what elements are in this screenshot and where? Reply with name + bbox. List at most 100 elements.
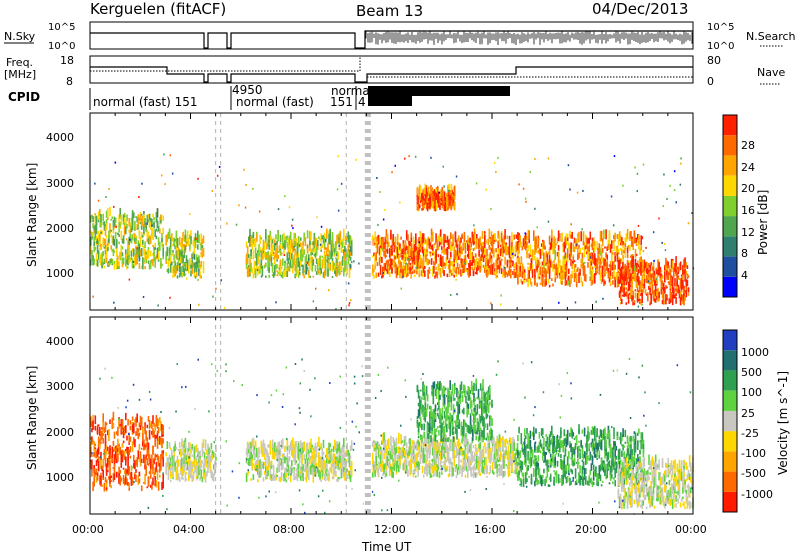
power-echo-strip xyxy=(587,262,589,268)
power-echo-strip xyxy=(387,234,389,243)
velocity-echo-strip xyxy=(158,427,160,433)
echo-speckle xyxy=(653,260,655,262)
power-echo-strip xyxy=(632,256,634,266)
power-echo-strip xyxy=(632,291,634,296)
echo-speckle xyxy=(662,205,664,207)
power-echo-strip xyxy=(675,256,677,266)
power-echo-strip xyxy=(552,284,554,287)
power-echo-strip xyxy=(102,251,104,256)
echo-speckle xyxy=(645,247,647,249)
power-echo-strip xyxy=(97,260,99,265)
echo-speckle xyxy=(476,182,478,184)
velocity-echo-strip xyxy=(107,467,109,470)
velocity-echo-strip xyxy=(255,441,257,448)
power-echo-strip xyxy=(638,277,640,285)
velocity-echo-strip xyxy=(127,419,129,425)
power-echo-strip xyxy=(478,250,480,257)
echo-speckle xyxy=(212,296,214,298)
velocity-echo-strip xyxy=(130,446,132,452)
gap-hatch xyxy=(365,193,371,197)
power-echo-strip xyxy=(93,259,95,263)
power-echo-strip xyxy=(277,255,279,259)
velocity-echo-strip xyxy=(92,415,94,421)
power-echo-strip xyxy=(162,244,164,248)
velocity-echo-strip xyxy=(123,441,125,444)
power-echo-strip xyxy=(118,234,120,237)
velocity-echo-strip xyxy=(172,477,174,479)
velocity-echo-strip xyxy=(160,465,162,471)
echo-speckle xyxy=(348,282,350,284)
power-echo-strip xyxy=(328,260,330,263)
power-echo-strip xyxy=(276,264,278,268)
velocity-echo-strip xyxy=(291,460,293,466)
velocity-echo-strip xyxy=(186,479,188,481)
power-echo-strip xyxy=(465,248,467,254)
power-echo-strip xyxy=(100,214,102,222)
power-echo-strip xyxy=(144,241,146,248)
echo-speckle xyxy=(674,170,676,172)
colorbar-segment xyxy=(723,115,737,135)
echo-speckle xyxy=(548,157,550,159)
nsky-tick-top: 10^5 xyxy=(48,22,75,33)
velocity-echo-strip xyxy=(248,471,250,473)
power-echo-strip xyxy=(351,241,353,250)
velocity-echo-strip xyxy=(265,458,267,467)
echo-speckle xyxy=(243,169,245,171)
velocity-echo-strip xyxy=(130,420,132,425)
velocity-echo-strip xyxy=(186,472,188,474)
power-ytick: 1000 xyxy=(46,267,74,280)
velocity-echo-strip xyxy=(308,476,310,481)
echo-speckle xyxy=(443,166,445,168)
power-echo-strip xyxy=(528,270,530,279)
velocity-echo-strip xyxy=(114,432,116,439)
power-echo-strip xyxy=(519,266,521,272)
velocity-echo-strip xyxy=(372,453,374,461)
power-echo-strip xyxy=(628,261,630,263)
power-echo-strip xyxy=(197,244,199,249)
power-echo-strip xyxy=(481,262,483,271)
velocity-echo-strip xyxy=(265,460,267,462)
power-echo-strip xyxy=(203,269,205,273)
power-echo-strip xyxy=(606,255,608,260)
power-echo-strip xyxy=(160,215,162,220)
cpid-black-block xyxy=(368,86,412,106)
echo-speckle xyxy=(289,206,291,208)
gap-hatch xyxy=(365,241,371,245)
power-echo-strip xyxy=(686,290,688,297)
power-echo-strip xyxy=(126,215,128,222)
echo-speckle xyxy=(663,174,665,176)
power-echo-strip xyxy=(303,249,305,254)
power-echo-strip xyxy=(666,286,668,288)
power-echo-strip xyxy=(350,257,352,261)
velocity-echo-strip xyxy=(109,445,111,450)
freq-tick-top: 18 xyxy=(60,54,74,67)
power-echo-strip xyxy=(332,258,334,261)
echo-speckle xyxy=(504,267,506,269)
echo-speckle xyxy=(570,223,572,225)
velocity-echo-strip xyxy=(98,424,100,426)
velocity-echo-strip xyxy=(311,445,313,448)
echo-speckle xyxy=(338,210,340,212)
power-echo-strip xyxy=(277,231,279,242)
gap-hatch xyxy=(365,169,371,173)
power-echo-strip xyxy=(579,269,581,276)
gap-hatch xyxy=(365,145,371,149)
velocity-echo-strip xyxy=(117,454,119,462)
power-echo-strip xyxy=(545,272,547,281)
velocity-echo-strip xyxy=(95,444,97,447)
power-echo-strip xyxy=(388,242,390,247)
echo-speckle xyxy=(448,190,450,192)
echo-speckle xyxy=(638,306,640,308)
power-echo-strip xyxy=(500,261,502,266)
power-echo-strip xyxy=(422,245,424,247)
power-echo-strip xyxy=(112,216,114,219)
echo-speckle xyxy=(408,258,410,260)
echo-speckle xyxy=(146,223,148,225)
power-echo-strip xyxy=(339,248,341,251)
echo-speckle xyxy=(133,261,135,263)
power-echo-strip xyxy=(291,253,293,259)
echo-speckle xyxy=(512,253,514,255)
velocity-echo-strip xyxy=(148,476,150,487)
velocity-echo-strip xyxy=(136,414,138,423)
power-echo-strip xyxy=(107,247,109,251)
